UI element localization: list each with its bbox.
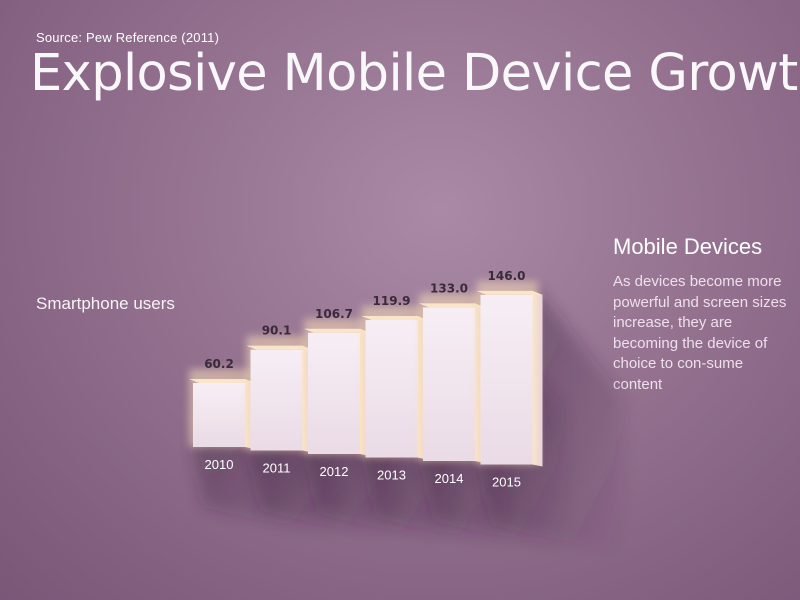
sidebar-text: As devices become more powerful and scre… (613, 273, 787, 393)
bar (423, 307, 475, 461)
data-label: 106.7 (315, 307, 353, 321)
bar-top (361, 316, 428, 321)
data-label: 133.0 (430, 281, 468, 295)
bar (308, 332, 360, 454)
bar (193, 382, 245, 447)
x-tick-label: 2013 (377, 468, 406, 483)
data-label: 119.9 (373, 294, 411, 308)
x-tick-label: 2015 (492, 475, 521, 490)
bar-top (419, 303, 485, 308)
page-title: Explosive Mobile Device Growth (30, 44, 800, 103)
x-tick-label: 2010 (205, 457, 234, 472)
sidebar-title: Mobile Devices (613, 234, 763, 259)
x-tick-label: 2014 (435, 471, 464, 486)
bar-top (189, 378, 255, 383)
data-label: 90.1 (262, 324, 292, 338)
bar-top (476, 290, 543, 295)
data-label: 60.2 (204, 357, 234, 371)
x-tick-label: 2011 (263, 461, 291, 476)
bar-side (532, 290, 543, 467)
series-label: Smartphone users (36, 294, 175, 313)
bar-top (246, 345, 313, 350)
source-note: Source: Pew Reference (2011) (36, 30, 220, 45)
data-label: 146.0 (488, 269, 526, 283)
bar (250, 349, 303, 451)
bar (480, 294, 533, 465)
x-tick-label: 2012 (320, 464, 349, 479)
bar (365, 320, 418, 458)
bar-top (304, 328, 370, 333)
